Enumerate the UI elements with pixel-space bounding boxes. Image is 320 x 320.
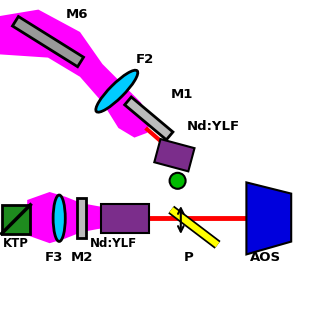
Text: KTP: KTP	[3, 237, 28, 250]
Polygon shape	[125, 97, 173, 140]
Text: Nd:YLF: Nd:YLF	[90, 237, 137, 250]
Circle shape	[170, 173, 186, 189]
Ellipse shape	[96, 70, 138, 112]
Text: F3: F3	[45, 251, 64, 264]
Text: F2: F2	[136, 53, 154, 66]
Text: P: P	[184, 251, 194, 264]
Bar	[2, 205, 30, 234]
Polygon shape	[246, 182, 291, 254]
Ellipse shape	[53, 195, 65, 241]
Polygon shape	[0, 10, 150, 138]
Text: M1: M1	[171, 88, 194, 101]
Polygon shape	[77, 198, 86, 238]
Polygon shape	[27, 192, 149, 243]
Text: AOS: AOS	[250, 251, 281, 264]
Bar	[101, 204, 149, 233]
Polygon shape	[154, 139, 195, 171]
Text: M2: M2	[70, 251, 93, 264]
Polygon shape	[12, 17, 84, 67]
Text: M6: M6	[66, 8, 88, 21]
Text: Nd:YLF: Nd:YLF	[187, 120, 240, 133]
